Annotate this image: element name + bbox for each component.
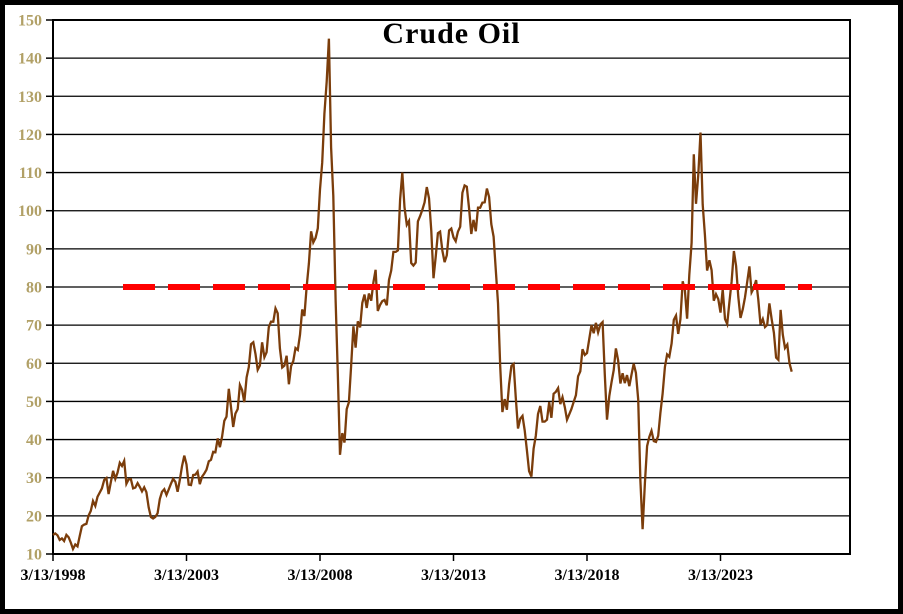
y-axis-tick-label: 60 [26,356,42,373]
y-axis-tick-label: 80 [26,280,42,297]
y-axis-tick-label: 50 [26,394,42,411]
x-axis-tick-label: 3/13/2008 [288,567,353,584]
y-axis-tick-label: 130 [18,89,42,106]
price-series-line [52,38,793,552]
x-axis-tick-label: 3/13/1998 [21,567,86,584]
crude-oil-line-chart: 10 20 30 40 50 60 70 80 90 100 110 120 130 140 150 3/13… [18,13,851,584]
y-axis-tick-label: 70 [26,318,42,335]
y-axis-tick-label: 140 [18,51,42,68]
x-axis-tick-label: 3/13/2018 [555,567,620,584]
y-axis-tick-label: 110 [19,165,42,182]
y-axis-tick-label: 10 [26,547,42,564]
x-axis-tick-label: 3/13/2023 [688,567,753,584]
y-axis-tick-label: 150 [18,13,42,30]
x-axis-tick-label: 3/13/2003 [154,567,219,584]
y-axis-tick-label: 120 [18,127,42,144]
x-axis-tick-label: 3/13/2013 [421,567,486,584]
y-axis-tick-label: 100 [18,203,42,220]
y-axis-tick-label: 20 [26,508,42,525]
y-axis-tick-label: 40 [26,432,42,449]
y-axis-tick-label: 30 [26,470,42,487]
y-axis-tick-label: 90 [26,241,42,258]
